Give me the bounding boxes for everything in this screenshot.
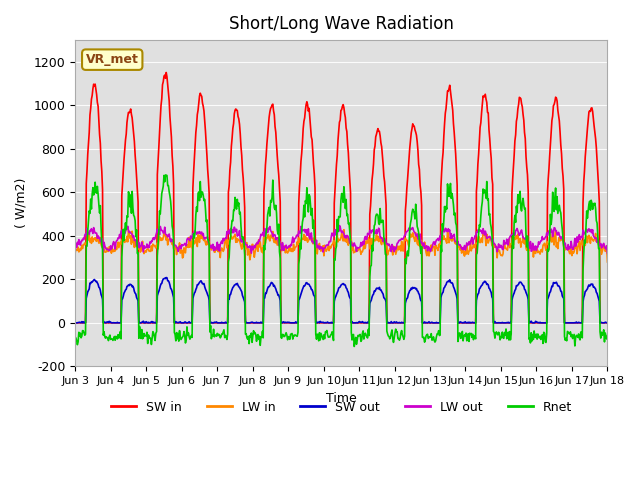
SW out	[423, 320, 431, 325]
LW out	[81, 232, 88, 238]
LW in	[71, 250, 79, 256]
Title: Short/Long Wave Radiation: Short/Long Wave Radiation	[229, 15, 454, 33]
Text: VR_met: VR_met	[86, 53, 139, 66]
SW out	[163, 275, 170, 280]
LW out	[423, 243, 431, 249]
Line: SW out: SW out	[75, 277, 607, 323]
LW in	[406, 231, 414, 237]
LW in	[136, 243, 143, 249]
SW in	[406, 138, 414, 144]
SW out	[220, 320, 227, 326]
SW out	[82, 320, 90, 326]
LW out	[408, 227, 415, 232]
SW out	[136, 320, 144, 326]
Rnet	[604, 333, 611, 339]
LW in	[190, 237, 198, 243]
Line: SW in: SW in	[75, 72, 607, 323]
Rnet	[423, 332, 431, 337]
LW out	[335, 223, 343, 228]
SW out	[72, 320, 80, 326]
Rnet	[351, 344, 358, 349]
LW out	[248, 251, 255, 256]
LW out	[218, 238, 225, 244]
SW in	[604, 320, 611, 326]
LW in	[604, 259, 611, 265]
Legend: SW in, LW in, SW out, LW out, Rnet: SW in, LW in, SW out, LW out, Rnet	[106, 396, 577, 419]
SW out	[71, 320, 79, 325]
Line: LW out: LW out	[75, 226, 607, 253]
Rnet	[71, 334, 79, 340]
SW in	[136, 320, 143, 326]
LW in	[81, 240, 88, 246]
Line: Rnet: Rnet	[75, 175, 607, 347]
LW out	[71, 248, 79, 254]
X-axis label: Time: Time	[326, 392, 356, 405]
SW out	[408, 285, 415, 291]
SW in	[71, 320, 79, 326]
Rnet	[136, 324, 143, 329]
SW in	[163, 70, 170, 75]
LW out	[604, 251, 611, 256]
Line: LW in: LW in	[75, 230, 607, 262]
SW in	[422, 320, 430, 326]
SW in	[81, 320, 88, 326]
SW out	[191, 289, 199, 295]
SW in	[219, 320, 227, 326]
SW in	[191, 156, 198, 161]
Y-axis label: ( W/m2): ( W/m2)	[15, 178, 28, 228]
Rnet	[81, 332, 88, 338]
Rnet	[219, 331, 227, 337]
Rnet	[162, 172, 170, 178]
LW in	[340, 227, 348, 233]
LW out	[136, 245, 143, 251]
LW in	[422, 250, 430, 255]
LW in	[218, 245, 225, 251]
Rnet	[408, 216, 415, 222]
Rnet	[191, 235, 198, 241]
LW out	[190, 231, 198, 237]
SW out	[604, 320, 611, 326]
